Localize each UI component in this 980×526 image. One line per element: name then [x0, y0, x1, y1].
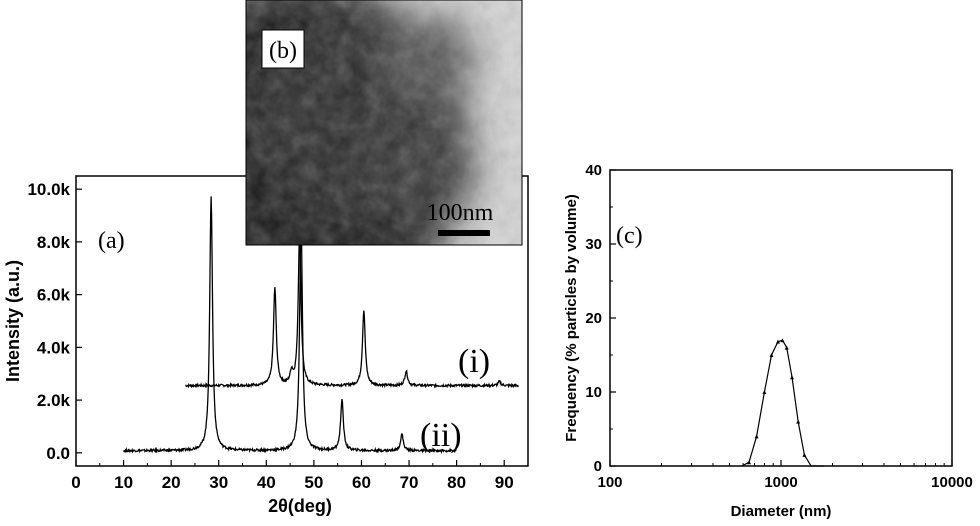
psd-plot-frame	[609, 169, 953, 467]
psd-panel-label: (c)	[616, 223, 643, 249]
xrd-x-tick-label: 0	[71, 473, 80, 492]
psd-y-tick-label: 10	[585, 384, 602, 401]
xrd-chart: 0 10 20 30 40 50 60 70 80 90 0.0 2.0k 4.0k 6.0k 8.0k 1…	[3, 175, 529, 516]
psd-x-tick-label: 1000	[764, 474, 797, 491]
psd-data-point	[775, 339, 780, 344]
xrd-x-tick-label: 60	[352, 473, 371, 492]
series-ii-label: (ii)	[420, 417, 462, 454]
xrd-panel-label: (a)	[98, 228, 125, 254]
xrd-series-line	[185, 231, 520, 389]
psd-data-point	[796, 419, 801, 424]
psd-data-point	[762, 390, 767, 394]
psd-data-point	[754, 434, 759, 439]
xrd-x-tick-label: 50	[304, 473, 323, 492]
psd-data-point	[802, 452, 807, 457]
psd-series	[741, 338, 824, 467]
xrd-series	[122, 196, 520, 455]
xrd-y-tick-label: 2.0k	[37, 391, 71, 410]
psd-y-tick-label: 40	[585, 162, 602, 179]
psd-y-axis-label: Frequency (% particles by volume)	[563, 194, 580, 442]
psd-data-point	[790, 375, 795, 380]
psd-y-tick-label: 0	[594, 458, 602, 475]
tem-panel-label: (b)	[269, 38, 297, 64]
xrd-x-tick-label: 70	[400, 473, 419, 492]
psd-series-line	[741, 339, 824, 467]
xrd-y-ticks: 0.0 2.0k 4.0k 6.0k 8.0k 10.0k	[27, 180, 82, 463]
psd-x-tick-label: 10000	[931, 474, 973, 491]
series-i-label: (i)	[458, 343, 490, 380]
xrd-x-tick-label: 20	[162, 473, 181, 492]
xrd-y-tick-label: 6.0k	[37, 286, 71, 305]
tem-inset-image: (b) 100nm	[245, 0, 523, 246]
xrd-x-tick-label: 80	[447, 473, 466, 492]
psd-y-tick-label: 30	[585, 236, 602, 253]
xrd-x-tick-label: 90	[495, 473, 514, 492]
xrd-x-ticks: 0 10 20 30 40 50 60 70 80 90	[71, 460, 514, 492]
psd-data-point	[747, 460, 752, 465]
psd-data-point	[769, 353, 774, 357]
psd-data-point	[780, 338, 785, 343]
xrd-x-axis-label: 2θ(deg)	[268, 496, 332, 516]
xrd-x-tick-label: 40	[257, 473, 276, 492]
psd-y-tick-label: 20	[585, 310, 602, 327]
scale-bar	[438, 230, 490, 236]
xrd-x-tick-label: 10	[114, 473, 133, 492]
tem-border	[245, 0, 523, 246]
xrd-y-tick-label: 0.0	[46, 444, 70, 463]
xrd-series-line	[122, 196, 457, 455]
psd-y-ticks: 0 10 20 30 40	[585, 162, 616, 475]
psd-x-tick-label: 100	[597, 474, 622, 491]
xrd-y-tick-label: 10.0k	[27, 180, 70, 199]
tem-label-box	[261, 29, 305, 69]
xrd-y-tick-label: 4.0k	[37, 338, 71, 357]
xrd-y-axis-label: Intensity (a.u.)	[3, 260, 23, 382]
size-distribution-chart: 100 1000 10000 0 10 20 30 40 Diameter (nm) Fre…	[563, 162, 973, 520]
psd-data-point	[784, 345, 789, 350]
xrd-x-tick-label: 30	[209, 473, 228, 492]
psd-x-ticks: 100 1000 10000	[597, 460, 973, 491]
xrd-y-tick-label: 8.0k	[37, 233, 71, 252]
scale-bar-label: 100nm	[427, 200, 494, 226]
psd-x-axis-label: Diameter (nm)	[731, 503, 832, 520]
